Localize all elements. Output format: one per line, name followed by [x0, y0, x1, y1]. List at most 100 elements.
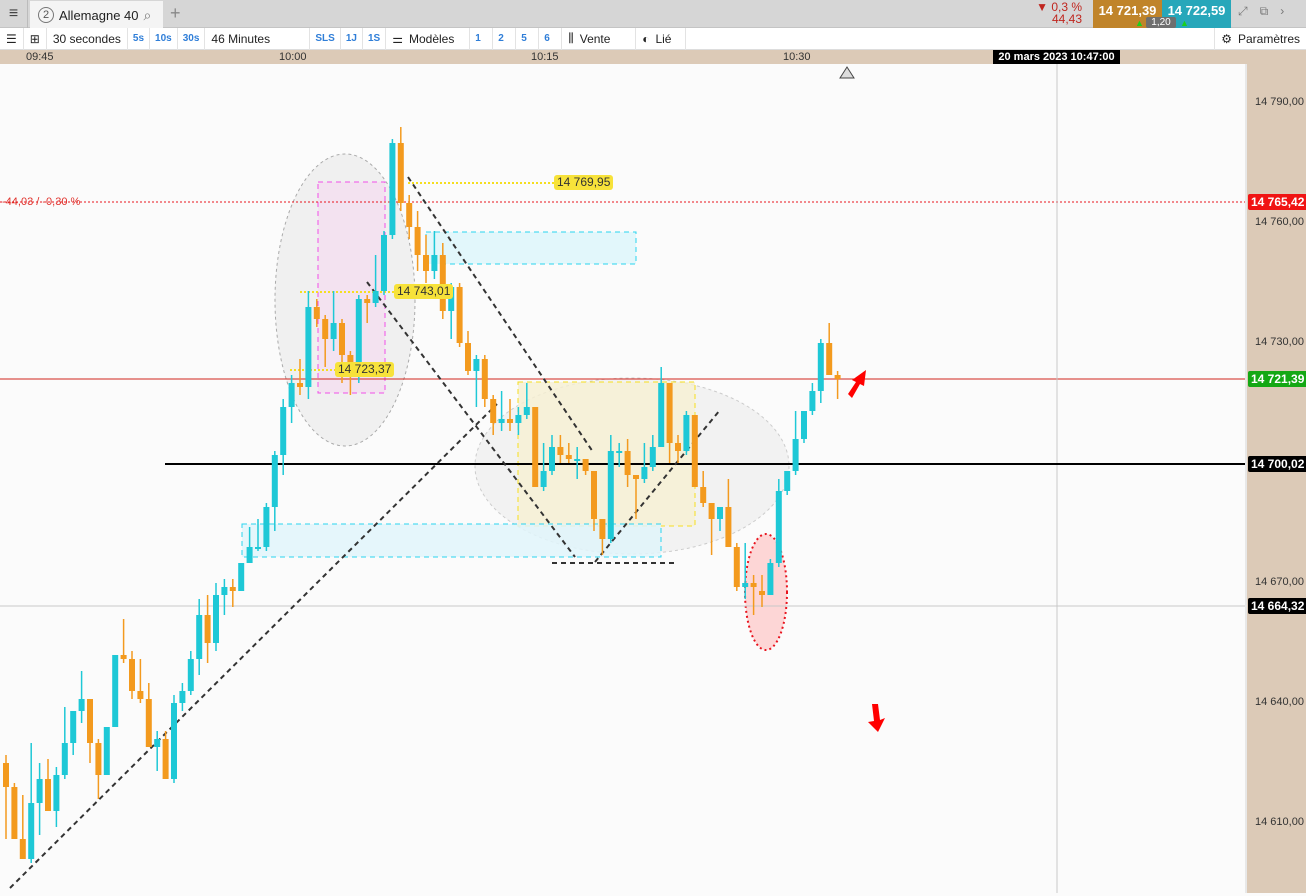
- candle-body: [742, 583, 749, 587]
- candle: [364, 295, 371, 323]
- candle: [305, 291, 312, 399]
- layout-5[interactable]: 5: [516, 27, 540, 50]
- linked-button[interactable]: ◐ Lié: [636, 27, 687, 50]
- candle: [322, 315, 329, 367]
- marker-triangle-icon[interactable]: [839, 66, 855, 79]
- menu-icon[interactable]: ≡: [0, 0, 28, 28]
- candle: [280, 399, 287, 475]
- candle-body: [750, 583, 757, 587]
- price-label[interactable]: 14 723,37: [335, 362, 395, 377]
- cyan-zone[interactable]: [425, 231, 637, 265]
- candle: [649, 435, 656, 471]
- settings-button[interactable]: ⚙ Paramètres: [1214, 27, 1306, 50]
- interval-10s[interactable]: 10s: [150, 27, 178, 50]
- candle-body: [288, 383, 295, 407]
- popout-icon[interactable]: ⧉: [1259, 4, 1269, 18]
- expand-icon[interactable]: ⤢: [1238, 4, 1248, 18]
- trendline[interactable]: [366, 281, 576, 558]
- candle: [733, 543, 740, 591]
- layout-icon[interactable]: ⊞: [24, 27, 47, 50]
- duration-select[interactable]: 46 Minutes: [205, 27, 311, 50]
- chart-canvas[interactable]: [0, 64, 1245, 893]
- candle-body: [406, 203, 413, 227]
- duration-sls[interactable]: SLS: [310, 27, 341, 50]
- tab-instrument[interactable]: 2 Allemagne 40 ⌕: [30, 1, 163, 29]
- change-display: ▼ 0,3 % 44,43: [1030, 1, 1082, 25]
- candle-body: [162, 739, 169, 779]
- trendline[interactable]: [9, 403, 498, 889]
- candle-body: [364, 299, 371, 303]
- instrument-name: Allemagne 40: [59, 7, 139, 23]
- candle: [834, 371, 841, 399]
- candle-body: [641, 467, 648, 479]
- interval-30s[interactable]: 30s: [178, 27, 206, 50]
- candle: [582, 459, 589, 475]
- models-button[interactable]: ⚌ Modèles: [386, 27, 471, 50]
- candle: [481, 355, 488, 407]
- candle-body: [45, 779, 51, 811]
- settings-label: Paramètres: [1237, 31, 1300, 46]
- candle: [683, 411, 690, 455]
- candle: [784, 471, 791, 495]
- cyan-zone[interactable]: [241, 523, 662, 558]
- candle: [70, 711, 77, 755]
- candle-body: [683, 415, 690, 451]
- candle-body: [439, 255, 446, 311]
- price-label[interactable]: 14 769,95: [554, 175, 614, 190]
- candle: [817, 339, 824, 403]
- cursor-date: 20 mars 2023 10:47:00: [993, 50, 1120, 64]
- candle: [187, 651, 194, 695]
- candle: [616, 443, 623, 467]
- price-axis[interactable]: 14 790,00 14 760,00 14 730,00 14 670,00 …: [1245, 64, 1306, 893]
- candle: [112, 655, 119, 727]
- candle-body: [347, 355, 354, 363]
- yellow-zone[interactable]: [517, 381, 696, 527]
- change-abs: 44,43: [1051, 12, 1082, 26]
- candle-body: [53, 775, 60, 811]
- candle-body: [255, 547, 261, 549]
- candle-body: [616, 451, 623, 453]
- red-arrow-up-icon[interactable]: [848, 370, 866, 398]
- duration-1j[interactable]: 1J: [341, 27, 363, 50]
- layout-6[interactable]: 6: [539, 27, 563, 50]
- interval-select[interactable]: 30 secondes: [47, 27, 128, 50]
- candle: [423, 235, 429, 283]
- sell-side-button[interactable]: ⫼ Vente: [562, 27, 637, 50]
- list-icon[interactable]: ☰: [0, 27, 24, 50]
- price-label[interactable]: 14 743,01: [394, 284, 454, 299]
- candle: [641, 443, 648, 483]
- buy-price-button[interactable]: 14 722,59: [1162, 0, 1231, 29]
- candle-body: [414, 227, 421, 255]
- candle-body: [456, 287, 463, 343]
- candle-body: [19, 839, 26, 859]
- candle: [549, 435, 555, 475]
- candle-body: [313, 307, 320, 319]
- layout-2[interactable]: 2: [493, 27, 517, 50]
- candle: [313, 299, 320, 327]
- candle: [515, 407, 522, 435]
- candle: [381, 231, 387, 295]
- candle: [103, 727, 110, 775]
- time-axis[interactable]: 09:45 10:00 10:15 10:30 20 mars 2023 10:…: [0, 50, 1306, 64]
- layout-1[interactable]: 1: [470, 27, 494, 50]
- candle-body: [187, 659, 194, 691]
- search-icon[interactable]: ⌕: [143, 6, 152, 23]
- change-pct: 0,3 %: [1051, 0, 1082, 14]
- red-arrow-down-icon[interactable]: [868, 704, 885, 732]
- close-icon[interactable]: ›: [1280, 4, 1285, 18]
- candle-body: [322, 319, 329, 339]
- candle: [229, 579, 236, 607]
- candle: [19, 795, 26, 859]
- candle: [129, 651, 135, 699]
- trendline[interactable]: [594, 409, 721, 563]
- candle: [490, 395, 497, 435]
- trendline[interactable]: [407, 176, 594, 453]
- time-tick: 10:00: [279, 51, 307, 63]
- candle-body: [448, 287, 455, 311]
- add-tab-button[interactable]: +: [170, 3, 181, 23]
- interval-5s[interactable]: 5s: [128, 27, 151, 50]
- candle-body: [355, 299, 362, 363]
- chart-area[interactable]: -44,03 / -0,30 % 14 769,95 14 743,01 14 …: [0, 64, 1245, 893]
- duration-1s[interactable]: 1S: [363, 27, 387, 50]
- candle-body: [666, 383, 673, 443]
